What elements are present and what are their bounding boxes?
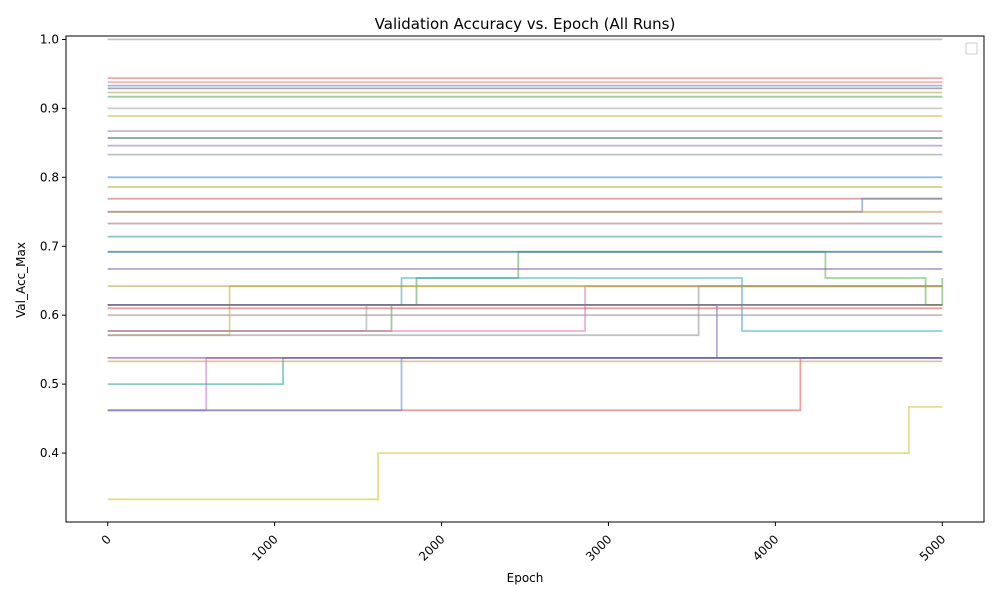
ticks-layer: 0 1000 2000 3000 4000 5000 0.4 0.5 0.6 0.7 0.8 0.9 1… xyxy=(40,32,948,563)
x-tick-label-1000: 1000 xyxy=(249,532,280,563)
series-line-26 xyxy=(107,197,943,213)
y-tick-label-0.6: 0.6 xyxy=(40,308,59,322)
y-tick-label-0.4: 0.4 xyxy=(40,446,59,460)
y-tick-label-0.8: 0.8 xyxy=(40,170,59,184)
series-line-1 xyxy=(107,406,943,501)
x-axis-label: Epoch xyxy=(507,571,544,585)
series-line-13 xyxy=(107,285,943,337)
x-tick-label-2000: 2000 xyxy=(416,532,447,563)
y-tick-label-0.7: 0.7 xyxy=(40,239,59,253)
chart-title: Validation Accuracy vs. Epoch (All Runs) xyxy=(375,15,676,33)
y-tick-label-1.0: 1.0 xyxy=(40,32,59,46)
legend-box xyxy=(965,42,978,55)
y-axis-label: Val_Acc_Max xyxy=(14,242,28,318)
series-layer xyxy=(107,38,944,501)
plot-frame xyxy=(65,35,985,523)
x-tick-label-0: 0 xyxy=(99,532,114,547)
x-tick-label-5000: 5000 xyxy=(917,532,948,563)
x-tick-label-4000: 4000 xyxy=(750,532,781,563)
x-tick-label-3000: 3000 xyxy=(583,532,614,563)
y-tick-label-0.5: 0.5 xyxy=(40,377,59,391)
y-tick-label-0.9: 0.9 xyxy=(40,101,59,115)
series-line-9 xyxy=(107,250,943,332)
series-line-14 xyxy=(107,285,943,337)
